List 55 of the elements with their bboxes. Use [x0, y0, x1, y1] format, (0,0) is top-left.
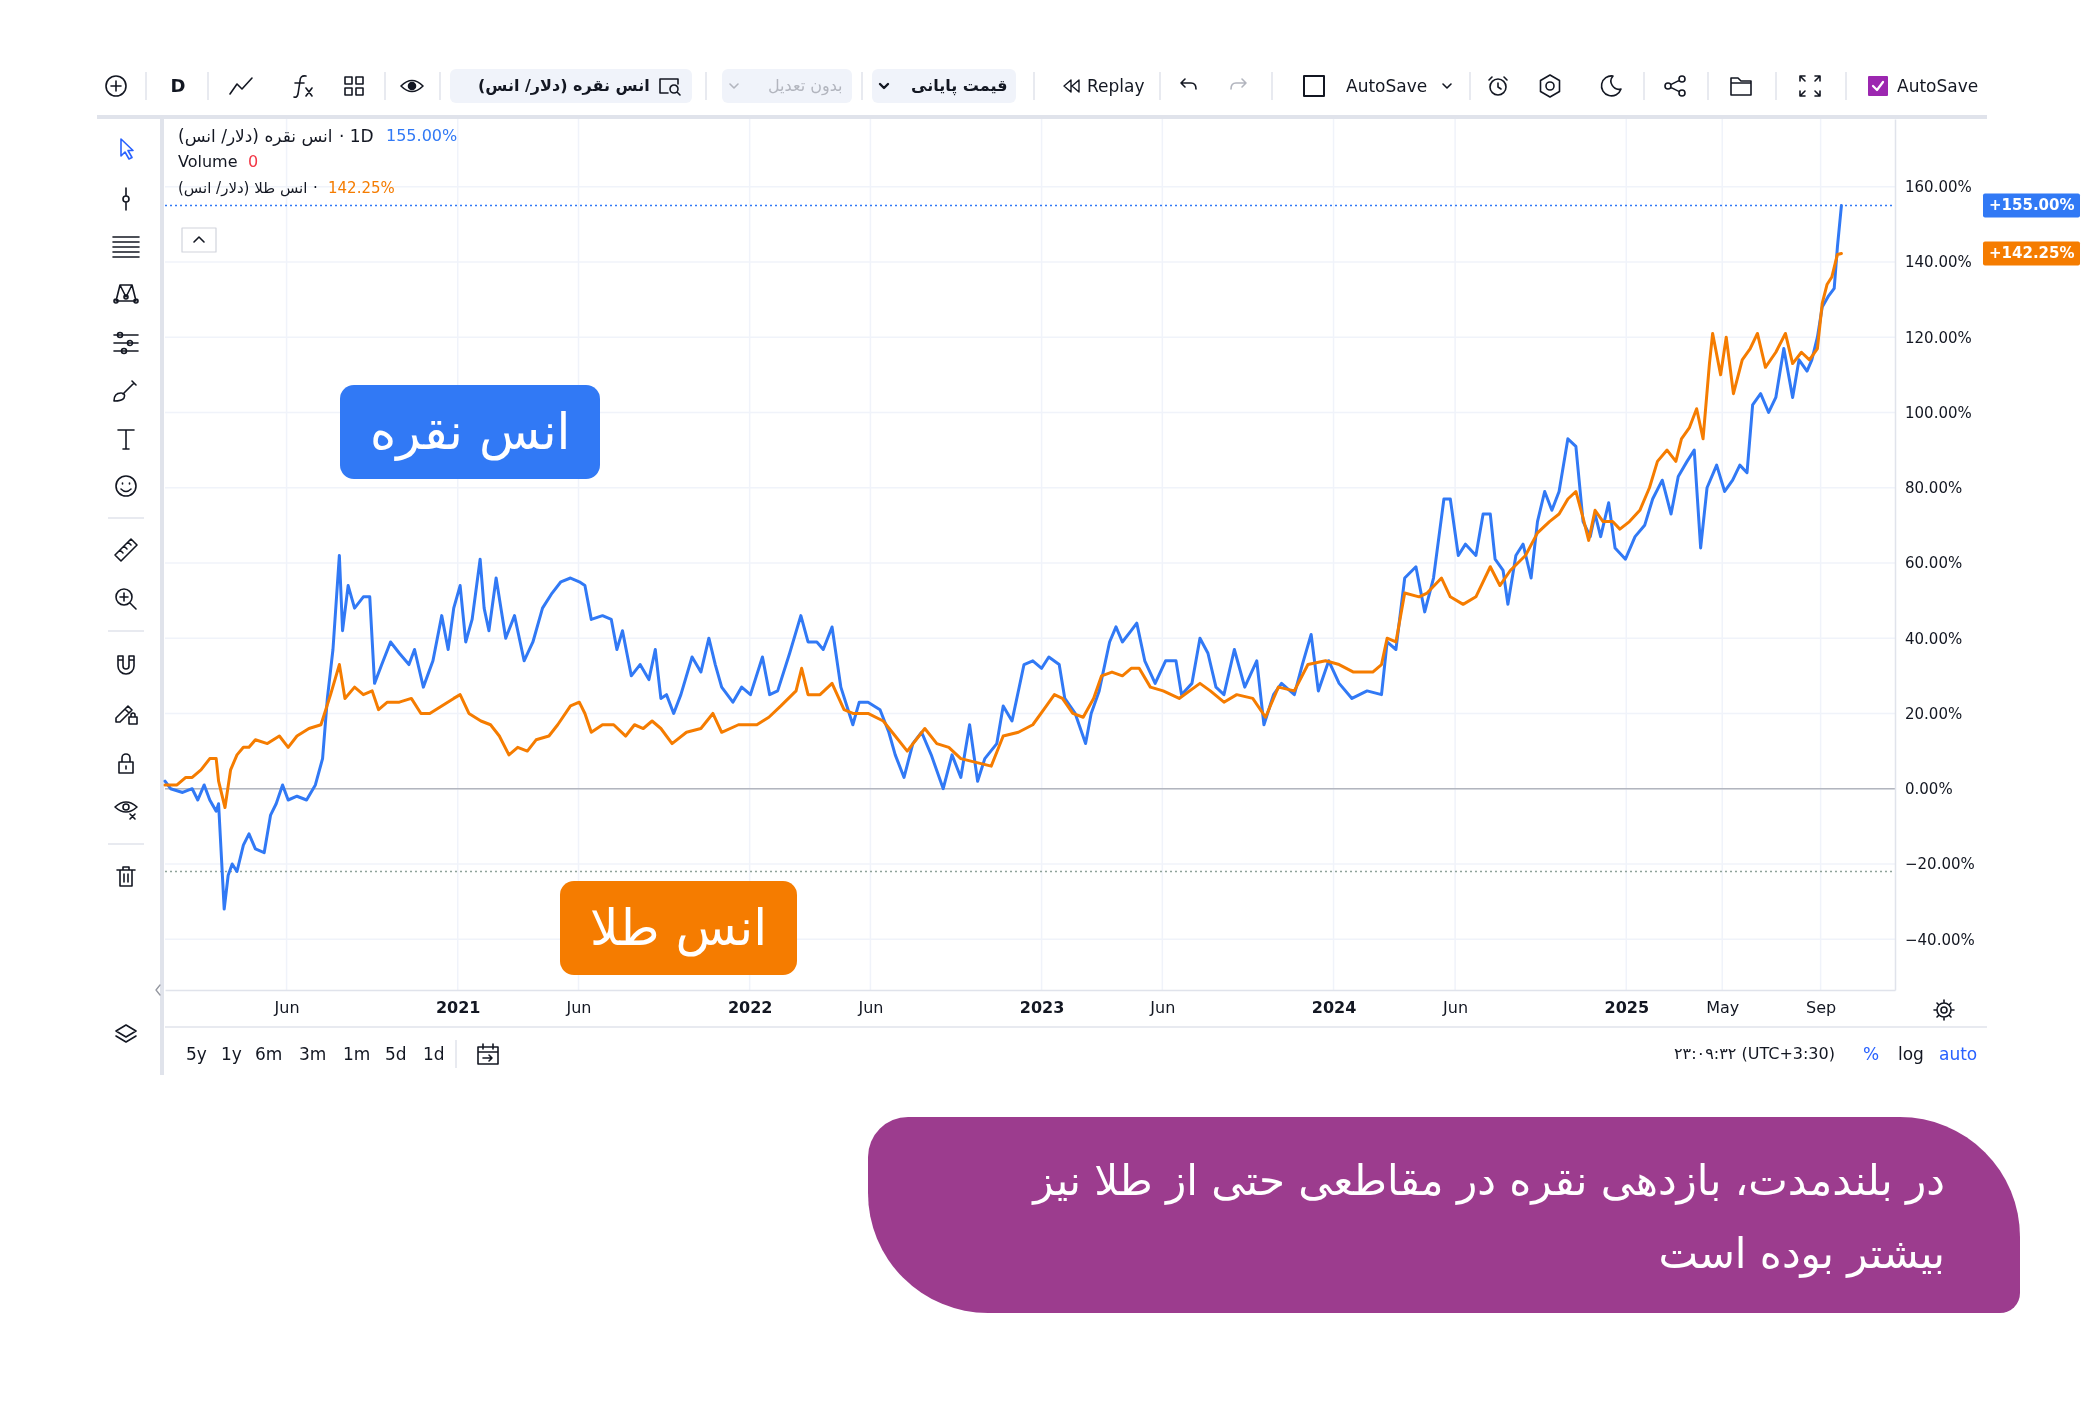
- text: AutoSave: [1897, 75, 1979, 97]
- x-tick-label: May: [1706, 998, 1740, 1018]
- text: 5y: [186, 1043, 207, 1065]
- text: AutoSave: [1346, 75, 1428, 97]
- text: انس نقره (دلار/ انس): [478, 76, 650, 96]
- x-tick-label: 2022: [727, 998, 773, 1018]
- y-tick-label: 20.00%: [1905, 704, 1963, 723]
- annotation: انس طلا (دلار/ انس): [178, 178, 308, 198]
- x-tick-label: Jun: [857, 998, 884, 1018]
- x-tick-label: Jun: [1149, 998, 1176, 1018]
- x-tick-label: 2021: [435, 998, 481, 1018]
- x-tick-label: Jun: [273, 998, 300, 1018]
- y-tick-label: 40.00%: [1905, 629, 1963, 648]
- x-tick-label: Jun: [565, 998, 592, 1018]
- x-tick-label: Sep: [1806, 998, 1837, 1018]
- annotation: 0: [248, 152, 259, 172]
- text: 1y: [221, 1043, 242, 1065]
- annotation: انس نقره (دلار/ انس): [178, 125, 333, 147]
- y-tick-label: 120.00%: [1905, 328, 1972, 347]
- annotation: 142.25%: [328, 178, 395, 198]
- series-label: انس نقره: [370, 401, 571, 463]
- text: +142.25%: [1989, 244, 2075, 263]
- line-series: [163, 252, 1843, 810]
- text: D: [170, 74, 186, 97]
- text: log: [1898, 1043, 1924, 1065]
- x-tick-label: 2025: [1604, 998, 1650, 1018]
- y-tick-label: 60.00%: [1905, 554, 1963, 573]
- text: 3m: [299, 1043, 327, 1065]
- text: 1m: [343, 1043, 371, 1065]
- text: ۲۳:۰۹:۳۲ (UTC+3:30): [1674, 1044, 1835, 1064]
- y-tick-label: 140.00%: [1905, 253, 1972, 272]
- annotation: · 1D: [339, 125, 374, 147]
- x-tick-label: 2023: [1019, 998, 1065, 1018]
- text: 1d: [423, 1043, 445, 1065]
- text: Replay: [1087, 75, 1145, 97]
- text: انس طلا: [590, 897, 768, 959]
- text: %: [1863, 1043, 1880, 1065]
- text: بدون تعدیل: [768, 76, 843, 96]
- text: قیمت پایانی: [911, 76, 1008, 96]
- annotation: ·: [313, 178, 318, 198]
- x-tick-label: Jun: [1442, 998, 1469, 1018]
- x-tick-label: 2024: [1311, 998, 1357, 1018]
- y-tick-label: 100.00%: [1905, 403, 1972, 422]
- annotation: 155.00%: [386, 126, 458, 146]
- y-tick-label: 0.00%: [1905, 780, 1953, 799]
- text: +155.00%: [1989, 196, 2075, 215]
- annotation: Volume: [178, 152, 238, 172]
- y-tick-label: −40.00%: [1905, 930, 1975, 949]
- y-tick-label: 80.00%: [1905, 479, 1963, 498]
- text: در بلندمدت، بازدهی نقره در مقاطعی حتی از طلا نیز بیشتر بوده است: [1030, 1155, 1945, 1280]
- text: 5d: [385, 1043, 407, 1065]
- y-tick-label: −20.00%: [1905, 855, 1975, 874]
- y-tick-label: 160.00%: [1905, 178, 1972, 197]
- text: 6m: [255, 1043, 283, 1065]
- text: auto: [1939, 1043, 1978, 1065]
